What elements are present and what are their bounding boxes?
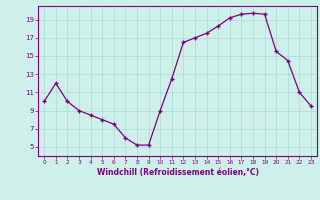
X-axis label: Windchill (Refroidissement éolien,°C): Windchill (Refroidissement éolien,°C) — [97, 168, 259, 177]
